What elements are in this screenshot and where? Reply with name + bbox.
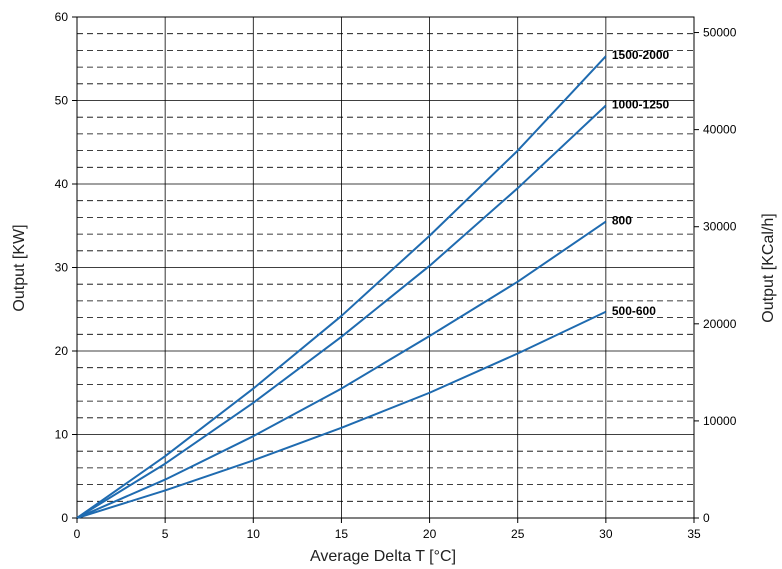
- x-tick-label: 10: [247, 527, 261, 541]
- y-axis-ticks: 0 10 20 30 40 50 60: [55, 10, 77, 525]
- y2-tick-label: 0: [703, 511, 710, 525]
- x-tick-label: 15: [335, 527, 349, 541]
- x-axis-title: Average Delta T [°C]: [310, 548, 456, 565]
- y-tick-label: 30: [55, 261, 69, 275]
- grid: [76, 16, 695, 519]
- y-tick-label: 40: [55, 177, 69, 191]
- series-lines: [76, 55, 607, 519]
- series-line: [76, 104, 607, 519]
- y-tick-label: 10: [55, 428, 69, 442]
- y2-tick-label: 30000: [703, 220, 737, 234]
- x-tick-label: 35: [687, 527, 701, 541]
- y2-tick-label: 20000: [703, 317, 737, 331]
- x-tick-label: 25: [511, 527, 525, 541]
- series-labels: 1500-2000 1000-1250 800 500-600: [612, 48, 670, 318]
- y2-tick-label: 10000: [703, 414, 737, 428]
- series-line: [76, 220, 607, 519]
- y-tick-label: 20: [55, 344, 69, 358]
- y-tick-label: 60: [55, 10, 69, 24]
- x-tick-label: 0: [74, 527, 81, 541]
- x-axis-ticks: 0 5 10 15 20 25 30 35: [74, 518, 701, 541]
- y-tick-label: 50: [55, 94, 69, 108]
- series-label: 1000-1250: [612, 98, 670, 112]
- y-tick-label: 0: [61, 511, 68, 525]
- y2-tick-label: 50000: [703, 26, 737, 40]
- x-tick-label: 20: [423, 527, 437, 541]
- y2-axis-ticks: 0 10000 20000 30000 40000 50000: [694, 26, 737, 525]
- y2-axis-title: Output [KCal/h]: [760, 213, 777, 322]
- y2-tick-label: 40000: [703, 123, 737, 137]
- series-label: 1500-2000: [612, 48, 670, 62]
- series-label: 500-600: [612, 304, 656, 318]
- series-line: [76, 310, 607, 519]
- x-tick-label: 5: [162, 527, 169, 541]
- series-line: [76, 55, 607, 519]
- series-label: 800: [612, 214, 632, 228]
- x-tick-label: 30: [599, 527, 613, 541]
- y-axis-title: Output [KW]: [11, 224, 28, 311]
